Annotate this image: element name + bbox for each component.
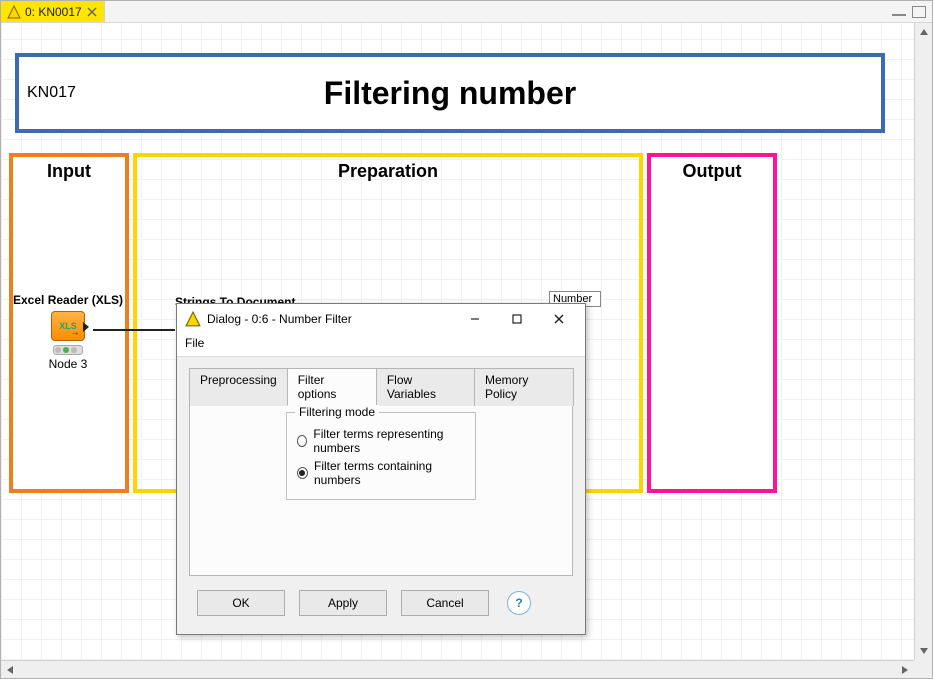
radio-label: Filter terms containing numbers: [314, 459, 465, 487]
dialog-body: Preprocessing Filter options Flow Variab…: [177, 357, 585, 632]
filtering-mode-fieldset: Filtering mode Filter terms representing…: [286, 412, 476, 500]
tab-flow-variables[interactable]: Flow Variables: [376, 368, 475, 406]
dialog-titlebar[interactable]: Dialog - 0:6 - Number Filter: [177, 304, 585, 334]
dialog-tabs: Preprocessing Filter options Flow Variab…: [189, 367, 573, 406]
scroll-left-icon[interactable]: [1, 661, 19, 679]
title-annotation: KN017 Filtering number: [15, 53, 885, 133]
tab-preprocessing[interactable]: Preprocessing: [189, 368, 288, 406]
node-status: [53, 345, 83, 355]
editor-tabbar: 0: KN0017: [1, 1, 932, 23]
dialog-title-text: Dialog - 0:6 - Number Filter: [207, 312, 352, 326]
knime-triangle-icon: [7, 5, 21, 19]
tab-memory-policy[interactable]: Memory Policy: [474, 368, 574, 406]
title-code: KN017: [27, 84, 76, 102]
horizontal-scrollbar[interactable]: [1, 660, 914, 678]
radio-icon: [297, 435, 307, 447]
title-main: Filtering number: [324, 75, 576, 112]
node-sublabel: Node 3: [13, 357, 123, 371]
scroll-right-icon[interactable]: [896, 661, 914, 679]
view-controls: [892, 1, 932, 22]
radio-containing-numbers[interactable]: Filter terms containing numbers: [297, 459, 465, 487]
minimize-view-icon[interactable]: [892, 8, 906, 16]
arrow-icon: →: [70, 327, 80, 338]
dialog-tabpane: Filtering mode Filter terms representing…: [189, 406, 573, 576]
radio-representing-numbers[interactable]: Filter terms representing numbers: [297, 427, 465, 455]
dialog-close-button[interactable]: [541, 305, 577, 333]
dialog-minimize-button[interactable]: [457, 305, 493, 333]
tab-filter-options[interactable]: Filter options: [287, 368, 377, 406]
radio-icon: [297, 467, 308, 479]
workflow-tab[interactable]: 0: KN0017: [1, 1, 105, 22]
vscroll-track[interactable]: [915, 41, 932, 642]
radio-label: Filter terms representing numbers: [313, 427, 465, 455]
workflow-tab-label: 0: KN0017: [25, 5, 82, 19]
lane-output-header: Output: [651, 161, 773, 182]
node-out-port[interactable]: [83, 322, 89, 332]
lane-output: Output: [647, 153, 777, 493]
close-tab-icon[interactable]: [86, 6, 98, 18]
lane-input-header: Input: [13, 161, 125, 182]
ok-button[interactable]: OK: [197, 590, 285, 616]
scroll-down-icon[interactable]: [915, 642, 933, 660]
node-dialog: Dialog - 0:6 - Number Filter File Prepro…: [176, 303, 586, 635]
maximize-view-icon[interactable]: [912, 6, 926, 18]
scroll-up-icon[interactable]: [915, 23, 933, 41]
knime-triangle-icon: [185, 311, 201, 327]
editor-window: 0: KN0017 KN017 Filtering number Input P…: [0, 0, 933, 679]
hscroll-track[interactable]: [19, 661, 896, 678]
node-label: Excel Reader (XLS): [13, 293, 123, 307]
vertical-scrollbar[interactable]: [914, 23, 932, 660]
scrollbar-corner: [914, 660, 932, 678]
dialog-menu-file[interactable]: File: [185, 336, 204, 350]
dialog-menubar: File: [177, 334, 585, 357]
fieldset-legend: Filtering mode: [295, 405, 379, 419]
dialog-maximize-button[interactable]: [499, 305, 535, 333]
node-excel-reader[interactable]: Excel Reader (XLS) XLS → Node 3: [13, 293, 123, 371]
lane-prep-header: Preparation: [137, 161, 639, 182]
dialog-button-row: OK Apply Cancel ?: [189, 576, 573, 620]
connection-wire[interactable]: [93, 329, 175, 331]
apply-button[interactable]: Apply: [299, 590, 387, 616]
cancel-button[interactable]: Cancel: [401, 590, 489, 616]
help-button[interactable]: ?: [507, 591, 531, 615]
workflow-canvas[interactable]: KN017 Filtering number Input Preparation…: [1, 23, 914, 660]
node-icon: XLS →: [51, 311, 85, 341]
